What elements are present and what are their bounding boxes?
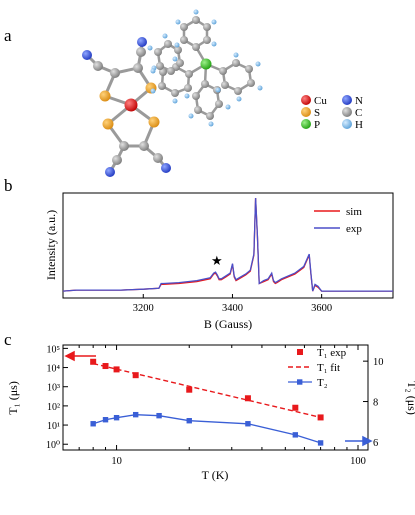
right-axis-arrow [345,435,373,447]
relax-yright-tick-label: 6 [373,438,378,449]
relax-yleft-tick-label: 10² [47,402,60,413]
relax-t2-point [245,421,251,427]
relaxation-ylabel-left: T₁ (μs) [6,381,20,415]
epr-spectrum-chart: 3200 3400 3600 ★ B (Gauss) Intensity (a.u.… [44,192,394,331]
relax-yleft-tick-label: 10⁵ [47,344,61,355]
epr-plot-frame [62,192,394,299]
panel-label-b: b [4,176,13,195]
relax-legend-label: T₁ exp [317,347,347,359]
atom-legend-n-icon [342,95,352,105]
atom-legend-label: H [355,119,363,131]
epr-legend-label-sim: sim [346,206,362,218]
atom-legend-cu-icon [301,95,311,105]
atom-legend-s-icon [301,107,311,117]
atom-legend: Cu N S C P H [301,95,363,131]
relax-legend-label: T₂ [317,377,328,389]
relax-legend-label: T₁ fit [317,362,340,374]
atom-legend-label: S [314,107,320,119]
atom-legend-label: N [355,95,363,107]
relax-t1-exp-point [244,395,251,402]
relax-series-t1-fit [93,362,321,419]
relax-legend-swatch-t1-exp [297,349,303,355]
atom-legend-c-icon [342,107,352,117]
atom-legend-label: Cu [314,95,327,107]
epr-ylabel: Intensity (a.u.) [44,210,58,280]
epr-x-tick-label: 3200 [133,303,154,314]
relax-t2-point [102,417,109,423]
relaxation-legend: T₁ exp T₁ fit T₂ [288,347,347,389]
relax-t2-point [156,412,162,419]
relax-x-tick-label: 100 [350,456,366,467]
relax-t1-exp-point [186,386,193,393]
relax-t2-point [292,432,299,438]
relax-yleft-tick-label: 10⁰ [46,440,60,451]
relax-t2-point [317,440,324,446]
atom-legend-label: C [355,107,362,119]
relax-t2-point [90,421,96,427]
relax-series-t2-line [92,414,321,444]
relax-t1-exp-point [132,372,139,379]
panel-label-a: a [4,26,12,45]
relax-t1-exp-point [317,414,324,421]
epr-xlabel: B (Gauss) [204,317,252,331]
atom-legend-label: P [314,119,320,131]
left-axis-arrow [64,350,96,362]
molecular-structure [82,9,263,177]
relax-t2-point [132,411,139,418]
relax-t2-point [186,418,192,424]
relax-t2-point [113,414,120,421]
epr-series-exp [62,197,393,292]
epr-annotation-star: ★ [211,253,223,268]
relax-t1-exp-point [292,404,299,411]
epr-x-tick-label: 3400 [222,303,243,314]
epr-x-tick-label: 3600 [311,303,332,314]
relax-yright-tick-label: 8 [373,398,378,409]
epr-series-sim [62,197,393,292]
relax-yleft-tick-label: 10³ [47,383,60,394]
panel-label-c: c [4,330,12,349]
relax-legend-swatch-t2-marker [297,379,303,385]
atom-legend-h-icon [342,119,352,129]
atom-legend-p-icon [301,119,311,129]
epr-legend-label-exp: exp [346,223,362,235]
relax-x-tick-label: 10 [111,456,122,467]
relaxation-plot-frame [62,344,369,451]
relax-yleft-tick-label: 10¹ [47,421,60,432]
relax-yright-tick-label: 10 [373,357,384,368]
relax-yleft-tick-label: 10⁴ [47,364,61,375]
relaxation-ylabel-right: T₂ (μs) [405,381,415,415]
relax-t1-exp-point [90,358,97,365]
epr-legend: sim exp [314,206,362,235]
relaxation-chart: 10 100 10⁰ 10¹ 10² 10³ 10⁴ 10⁵ 6 8 10 T (K) T₁ (μs… [6,344,415,482]
relaxation-xlabel: T (K) [202,468,229,482]
